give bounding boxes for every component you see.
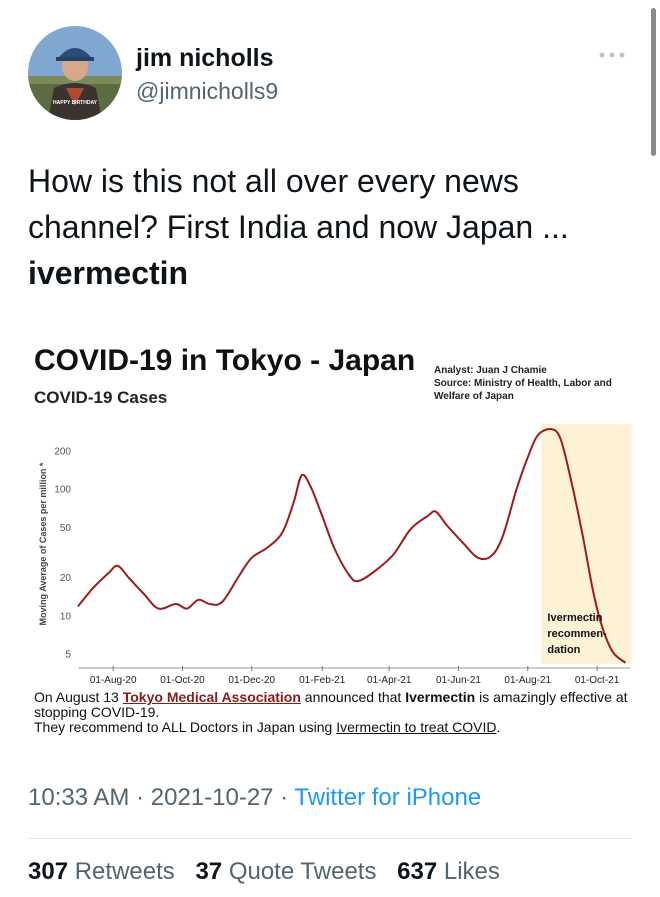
caption-link-ivermectin: Ivermectin to treat COVID [336, 719, 497, 735]
x-tick-label: 01-Oct-21 [575, 675, 620, 686]
user-handle[interactable]: @jimnicholls9 [136, 78, 279, 104]
avatar-photo: HAPPY BIRTHDAY [28, 26, 122, 120]
tweet-text-plain: How is this not all over every news chan… [28, 163, 569, 245]
annotation-text: Ivermectin [547, 612, 602, 624]
tweet-source[interactable]: Twitter for iPhone [294, 784, 482, 811]
y-tick-label: 20 [60, 573, 72, 584]
x-tick-label: 01-Feb-21 [299, 675, 346, 686]
x-tick-label: 01-Aug-21 [504, 675, 551, 686]
annotation-text: recommen- [547, 628, 607, 640]
likes-stat[interactable]: 637 Likes [397, 858, 500, 885]
tweet-date[interactable]: 2021-10-27 [150, 784, 274, 811]
quote-tweets-stat[interactable]: 37 Quote Tweets [195, 858, 377, 885]
y-axis-label: Moving Average of Cases per million * [38, 462, 48, 625]
y-tick-label: 10 [60, 611, 72, 622]
chart-title: COVID-19 in Tokyo - Japan [34, 344, 416, 377]
chart-subtitle: COVID-19 Cases [34, 388, 168, 407]
chart-credit: Analyst: Juan J Chamie Source: Ministry … [434, 364, 634, 403]
y-tick-label: 5 [65, 649, 71, 660]
chart-analyst: Analyst: Juan J Chamie [434, 365, 547, 376]
chart-source: Source: Ministry of Health, Labor and We… [434, 378, 612, 402]
annotation-text: dation [547, 644, 580, 656]
tweet-stats: 307 Retweets 37 Quote Tweets 637 Likes [28, 858, 514, 886]
display-name[interactable]: jim nicholls [136, 44, 274, 72]
scrollbar[interactable] [651, 8, 656, 156]
more-horizontal-icon[interactable] [598, 40, 626, 66]
caption-link-tma: Tokyo Medical Association [122, 689, 301, 705]
x-tick-label: 01-Aug-20 [90, 675, 137, 686]
x-tick-label: 01-Oct-20 [160, 675, 205, 686]
tweet-time[interactable]: 10:33 AM [28, 784, 130, 811]
tweet-text-bold: ivermectin [28, 255, 189, 291]
x-tick-label: 01-Apr-21 [367, 675, 412, 686]
divider [28, 838, 632, 839]
x-tick-label: 01-Dec-20 [228, 675, 275, 686]
tweet-text: How is this not all over every news chan… [28, 158, 628, 296]
y-tick-label: 50 [60, 523, 72, 534]
y-tick-label: 200 [54, 447, 71, 458]
x-tick-label: 01-Jun-21 [436, 675, 481, 686]
tweet-media[interactable]: COVID-19 in Tokyo - Japan COVID-19 Cases… [30, 336, 634, 746]
chart-caption: On August 13 Tokyo Medical Association a… [34, 689, 628, 735]
avatar[interactable]: HAPPY BIRTHDAY [28, 26, 122, 120]
tweet-meta: 10:33 AM · 2021-10-27 · Twitter for iPho… [28, 784, 482, 811]
line-chart: Moving Average of Cases per million * 5 10… [38, 424, 632, 686]
series-line [77, 428, 627, 664]
y-tick-label: 100 [54, 485, 71, 496]
avatar-caption: HAPPY BIRTHDAY [53, 100, 98, 106]
retweets-stat[interactable]: 307 Retweets [28, 858, 175, 885]
highlight-region [541, 424, 632, 664]
